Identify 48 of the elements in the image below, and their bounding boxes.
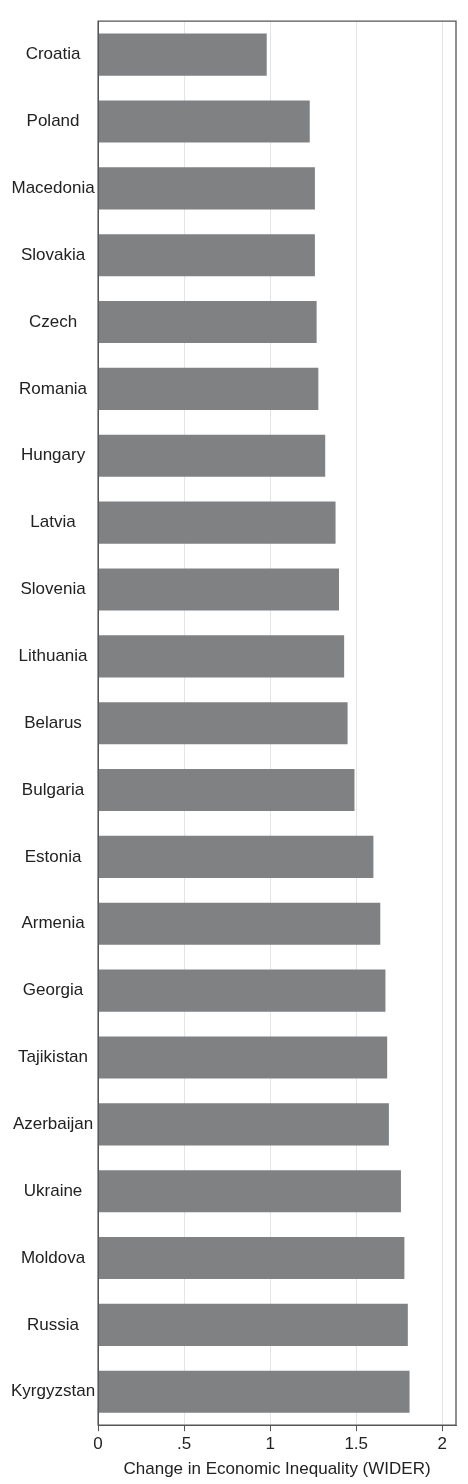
bar [98,434,326,477]
y-tick-label: Poland [26,111,80,131]
bar [98,501,336,544]
bar [98,33,267,76]
bar [98,902,381,945]
bar [98,769,355,812]
y-tick-label: Slovenia [20,579,87,599]
y-tick-label: Georgia [22,980,84,1000]
bar [98,969,386,1012]
x-axis-title: Change in Economic Inequality (WIDER) [123,1459,431,1479]
bar [98,1103,389,1146]
y-tick-label: Croatia [25,44,81,64]
y-tick-label: Macedonia [11,178,96,198]
y-tick-label: Moldova [20,1247,86,1267]
y-tick-label: Azerbaijan [12,1114,94,1134]
y-tick-label: Bulgaria [21,779,85,799]
y-tick-label: Romania [19,378,88,398]
bar [98,167,315,210]
bar [98,100,310,143]
x-tick-label: .5 [177,1434,192,1454]
y-tick-label: Lithuania [18,646,89,666]
x-tick-label: 0 [93,1434,103,1454]
bar [98,835,374,878]
x-tick-label: 1 [265,1434,275,1454]
y-tick-label: Hungary [20,445,86,465]
x-tick-label: 2 [437,1434,447,1454]
bar [98,1303,408,1346]
bar [98,1036,388,1079]
bar [98,568,339,611]
y-tick-label: Belarus [24,712,82,732]
bar [98,1170,401,1213]
y-tick-label: Estonia [24,846,82,866]
bar [98,702,348,745]
x-tick-label: 1.5 [344,1434,369,1454]
y-tick-label: Ukraine [23,1180,83,1200]
y-tick-label: Latvia [30,512,77,532]
y-tick-label: Armenia [21,913,86,933]
bar [98,301,317,344]
y-tick-label: Kyrgyzstan [11,1381,96,1401]
bar [98,367,319,410]
bar [98,635,345,678]
y-tick-label: Tajikistan [18,1047,88,1067]
y-tick-label: Slovakia [20,244,86,264]
bar [98,1237,405,1280]
y-tick-label: Czech [28,311,78,331]
bar [98,1370,410,1413]
y-tick-label: Russia [27,1314,80,1334]
bar [98,234,315,277]
